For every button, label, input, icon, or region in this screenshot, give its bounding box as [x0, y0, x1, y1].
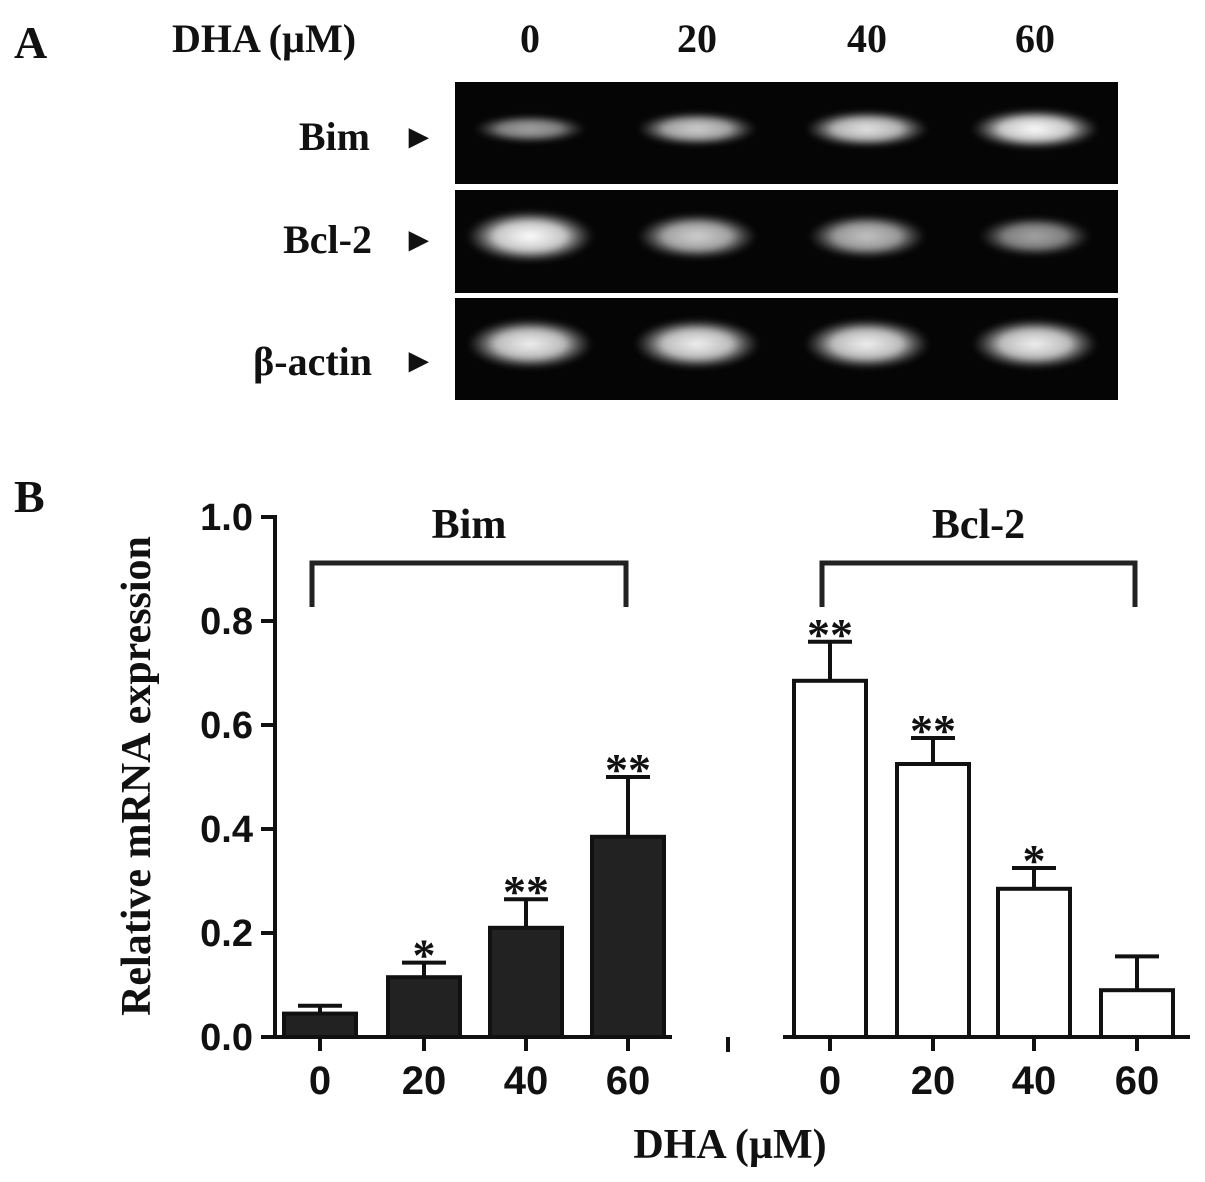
gel-row-label-bcl2: Bcl-2 [283, 217, 372, 262]
gel-band-bcl2-2 [807, 214, 927, 259]
x-tick-label: 20 [911, 1059, 956, 1103]
arrow-bim-icon: ► [402, 119, 436, 156]
gel-image [455, 82, 1118, 400]
gel-band-actin-3 [972, 318, 1098, 370]
group-bracket-bim [309, 560, 629, 607]
gel-band-actin-1 [634, 318, 760, 370]
panel-a-letter: A [14, 17, 47, 68]
gel-band-bcl2-1 [636, 213, 758, 260]
lane-label-2: 40 [847, 16, 887, 61]
lane-label-1: 20 [677, 16, 717, 61]
bar-bim-20 [386, 975, 462, 1040]
arrow-actin-icon: ► [402, 343, 436, 380]
significance-bim-3: ** [605, 744, 651, 795]
significance-bcl2-1: ** [910, 705, 956, 756]
x-tick-label: 40 [504, 1059, 549, 1103]
gel-band-actin-2 [804, 318, 930, 370]
x-tick-label: 20 [402, 1059, 447, 1103]
gel-band-actin-0 [467, 318, 593, 370]
lane-label-0: 0 [520, 16, 540, 61]
gel-row-label-actin: β-actin [253, 339, 372, 384]
gel-band-bim-2 [805, 110, 929, 148]
arrow-bcl2-icon: ► [402, 222, 436, 259]
significance-bim-2: ** [503, 866, 549, 917]
x-tick-label: 0 [309, 1059, 331, 1103]
lane-label-3: 60 [1015, 16, 1055, 61]
panel-b: B 0.0 0.2 0.4 0.6 0.8 1.0 0 20 * 40 ** 60 ** Bim 0 ** 20… [14, 471, 1190, 1168]
panel-b-letter: B [14, 471, 45, 522]
bar-bcl2-20 [895, 762, 971, 1039]
x-tick-label: 60 [1115, 1059, 1160, 1103]
significance-bcl2-0: ** [807, 609, 853, 660]
bar-chart: 0.00.20.40.60.81.00 20*40**60**Bim0**20**… [200, 497, 1190, 1103]
y-tick-label: 0.8 [200, 601, 253, 643]
bar-bcl2-40 [996, 886, 1072, 1039]
y-tick-label: 0.2 [200, 913, 253, 955]
group-bracket-bcl2 [819, 560, 1138, 607]
gel-band-bcl2-0 [466, 210, 594, 263]
gel-band-bim-0 [473, 114, 587, 143]
group-label-bim: Bim [432, 502, 507, 548]
y-tick-label: 0.0 [200, 1017, 253, 1059]
gel-band-bim-3 [971, 108, 1099, 149]
bar-bcl2-0 [792, 678, 868, 1039]
bar-bim-60 [590, 834, 666, 1039]
panel-a-dha-label: DHA (µM) [172, 16, 356, 61]
bar-bim-40 [488, 925, 564, 1039]
bar-bim-0 [282, 1011, 358, 1039]
x-axis-label: DHA (µM) [633, 1122, 826, 1168]
gel-band-bcl2-3 [978, 216, 1092, 257]
x-tick-label: 60 [606, 1059, 651, 1103]
x-tick-label: 0 [819, 1059, 841, 1103]
y-axis-label: Relative mRNA expression [114, 536, 160, 1016]
y-tick-label: 1.0 [200, 497, 253, 539]
panel-a: A DHA (µM) 0 20 40 60 Bim ► Bcl-2 ► β-ac… [14, 16, 1118, 400]
y-tick-label: 0.4 [200, 809, 253, 851]
y-tick-label: 0.6 [200, 705, 253, 747]
bar-bcl2-60 [1099, 988, 1175, 1040]
significance-bcl2-2: * [1023, 835, 1046, 886]
group-label-bcl2: Bcl-2 [932, 502, 1025, 548]
x-tick-label: 40 [1012, 1059, 1057, 1103]
gel-band-bim-1 [636, 112, 758, 146]
gel-row-label-bim: Bim [299, 114, 370, 159]
significance-bim-1: * [413, 930, 436, 981]
